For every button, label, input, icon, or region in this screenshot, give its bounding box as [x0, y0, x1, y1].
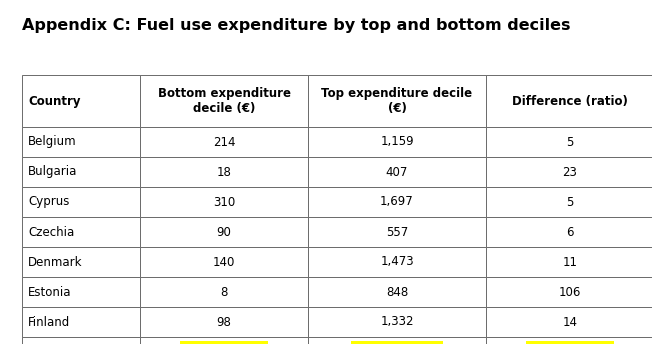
Text: 1,473: 1,473 [380, 256, 414, 269]
Text: Appendix C: Fuel use expenditure by top and bottom deciles: Appendix C: Fuel use expenditure by top … [22, 18, 570, 33]
Text: 5: 5 [567, 136, 574, 149]
Bar [22, 157, 140, 187]
Bar [181, 341, 268, 344]
Bar [140, 127, 308, 157]
Bar [486, 127, 652, 157]
Text: 11: 11 [563, 256, 578, 269]
Bar [22, 337, 140, 344]
Bar [140, 247, 308, 277]
Text: Top expenditure decile
(€): Top expenditure decile (€) [321, 87, 473, 115]
Text: 1,332: 1,332 [380, 315, 414, 329]
Bar [22, 127, 140, 157]
Text: 5: 5 [567, 195, 574, 208]
Text: 18: 18 [216, 165, 231, 179]
Text: 14: 14 [563, 315, 578, 329]
Text: 6: 6 [566, 226, 574, 238]
Bar [308, 217, 486, 247]
Bar [140, 307, 308, 337]
Text: 106: 106 [559, 286, 581, 299]
Bar [308, 247, 486, 277]
Bar [308, 307, 486, 337]
Bar [140, 157, 308, 187]
Bar [308, 337, 486, 344]
Text: Finland: Finland [28, 315, 70, 329]
Text: 214: 214 [213, 136, 235, 149]
Text: Bulgaria: Bulgaria [28, 165, 78, 179]
Bar [22, 217, 140, 247]
Text: 310: 310 [213, 195, 235, 208]
Text: Cyprus: Cyprus [28, 195, 69, 208]
Text: 1,159: 1,159 [380, 136, 414, 149]
Text: Belgium: Belgium [28, 136, 77, 149]
Text: 8: 8 [220, 286, 228, 299]
Bar [486, 277, 652, 307]
Text: Czechia: Czechia [28, 226, 74, 238]
Text: 90: 90 [216, 226, 231, 238]
Bar [351, 341, 443, 344]
Bar [308, 127, 486, 157]
Text: 98: 98 [216, 315, 231, 329]
Bar [22, 307, 140, 337]
Text: Bottom expenditure
decile (€): Bottom expenditure decile (€) [158, 87, 291, 115]
Bar [22, 277, 140, 307]
Bar [22, 187, 140, 217]
Bar [140, 277, 308, 307]
Bar [140, 337, 308, 344]
Bar [486, 247, 652, 277]
Bar [486, 75, 652, 127]
Text: 848: 848 [386, 286, 408, 299]
Text: 140: 140 [213, 256, 235, 269]
Bar [308, 75, 486, 127]
Text: 23: 23 [563, 165, 578, 179]
Text: 407: 407 [386, 165, 408, 179]
Text: Difference (ratio): Difference (ratio) [512, 95, 628, 107]
Bar [140, 187, 308, 217]
Bar [140, 75, 308, 127]
Text: Denmark: Denmark [28, 256, 83, 269]
Bar [486, 307, 652, 337]
Bar [486, 157, 652, 187]
Bar [308, 157, 486, 187]
Bar [308, 187, 486, 217]
Bar [308, 277, 486, 307]
Text: 1,697: 1,697 [380, 195, 414, 208]
Bar [486, 337, 652, 344]
Bar [140, 217, 308, 247]
Bar [22, 75, 140, 127]
Text: Estonia: Estonia [28, 286, 72, 299]
Bar [22, 247, 140, 277]
Bar [486, 217, 652, 247]
Bar [486, 187, 652, 217]
Bar [526, 341, 614, 344]
Text: Country: Country [28, 95, 80, 107]
Text: 557: 557 [386, 226, 408, 238]
